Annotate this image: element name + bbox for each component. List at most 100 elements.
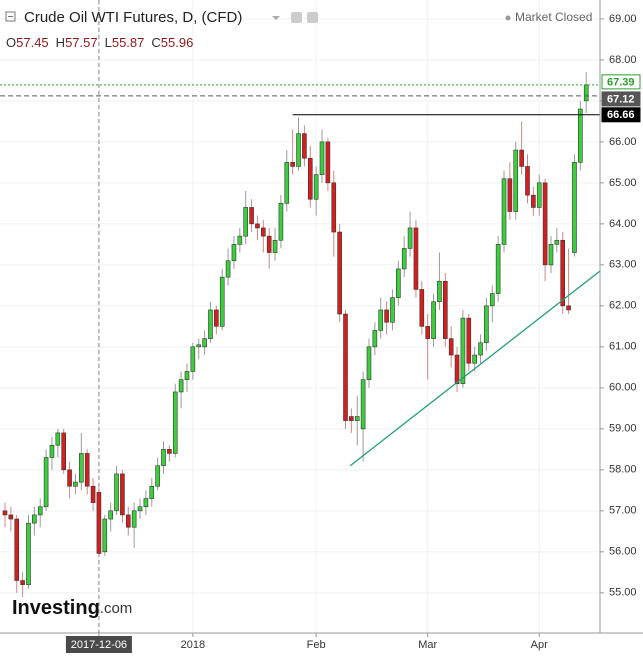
x-tick-label: Apr: [531, 639, 548, 651]
ohlc-value: 57.57: [65, 35, 98, 50]
candle-body: [319, 141, 325, 175]
candle-body: [172, 391, 178, 454]
candle-body: [143, 498, 149, 508]
candle-body: [466, 317, 472, 364]
candle-body: [184, 371, 190, 380]
logo: Investing.com: [12, 597, 132, 619]
candle-body: [49, 444, 55, 458]
x-tick-label: Mar: [418, 639, 437, 651]
candle-body: [542, 182, 548, 266]
candle-body: [572, 162, 577, 253]
y-tick-label: 59.00: [609, 423, 637, 435]
candle-body: [378, 309, 384, 331]
candle-body: [37, 506, 43, 516]
x-tick-label: 2017-12-06: [71, 639, 127, 651]
candle-body: [190, 346, 196, 372]
candle-body: [343, 313, 348, 421]
candle-body: [360, 379, 366, 430]
candle-body: [114, 473, 119, 512]
collapse-icon[interactable]: [5, 11, 16, 22]
candle-body: [331, 182, 337, 233]
candle-body: [125, 514, 131, 528]
ohlc-key: H: [56, 35, 65, 50]
candle-body: [161, 449, 166, 467]
candle-body: [120, 473, 125, 516]
ohlc-value: 55.87: [112, 35, 145, 50]
candle-body: [43, 457, 49, 508]
logo-name-text: Investing: [12, 597, 100, 619]
overlay: 55.00 56.00 57.00 58.00 59.00 60.00 61.00 62.00…: [0, 13, 641, 653]
candle-body: [349, 416, 354, 421]
candle-body: [501, 178, 507, 245]
settings-icon[interactable]: [307, 12, 318, 23]
candle-body: [26, 522, 31, 585]
candle-body: [32, 514, 37, 524]
x-tick-label: Feb: [307, 639, 326, 651]
candle-body: [61, 432, 66, 471]
candle-body: [208, 309, 213, 339]
y-tick-label: 60.00: [609, 382, 637, 394]
candle-body: [372, 330, 378, 348]
candle-body: [437, 280, 442, 303]
price-label-box: [601, 91, 641, 107]
candle-body: [20, 580, 25, 585]
candle-body: [366, 346, 372, 380]
candle-body: [566, 305, 571, 311]
candle-body: [284, 162, 290, 204]
candle-body: [219, 276, 225, 327]
candle-body: [266, 235, 272, 253]
candle-body: [243, 207, 248, 237]
candle-body: [296, 133, 301, 167]
candle-body: [484, 305, 489, 344]
candle-body: [396, 268, 401, 298]
price-label-box: [601, 107, 641, 123]
candle-body: [390, 297, 395, 323]
candle-body: [495, 244, 501, 294]
candle-body: [489, 293, 495, 307]
candle-body: [554, 239, 560, 245]
candle-body: [249, 207, 254, 225]
y-tick-label: 56.00: [609, 546, 637, 558]
candle-body: [131, 510, 137, 528]
candle-body: [513, 149, 519, 212]
grid: [0, 0, 600, 633]
candle-body: [8, 514, 14, 520]
y-tick-label: 62.00: [609, 300, 637, 312]
candle-body: [149, 485, 155, 499]
candle-body: [137, 506, 143, 512]
candle-body: [560, 239, 566, 307]
candle-body: [55, 432, 61, 446]
ohlc-value: 55.96: [161, 35, 194, 50]
y-tick-label: 57.00: [609, 505, 637, 517]
candle-body: [507, 178, 513, 212]
candle-body: [96, 492, 102, 554]
candle-body: [196, 344, 202, 348]
y-tick-label: 58.00: [609, 464, 637, 476]
candle-body: [448, 338, 454, 356]
x-tick-highlight: [65, 636, 132, 653]
logo-suffix: .com: [100, 600, 133, 617]
candle-body: [407, 227, 413, 249]
x-tick-label: 2018: [181, 639, 205, 651]
candle-body: [536, 182, 542, 208]
chart-title: Crude Oil WTI Futures, D, (CFD): [24, 9, 242, 26]
y-tick-label: 55.00: [609, 587, 637, 599]
candle-body: [519, 149, 524, 167]
status-dot: [505, 15, 511, 21]
candle-body: [108, 510, 113, 520]
candle-body: [79, 453, 84, 483]
ohlc-legend: O57.45 H57.57 L55.87 C55.96: [6, 35, 193, 50]
y-tick-label: 65.00: [609, 177, 637, 189]
dropdown-icon[interactable]: [272, 16, 280, 20]
candle-body: [443, 280, 448, 339]
trendline: [349, 270, 601, 467]
price-label: 67.39: [607, 76, 635, 88]
candle-body: [472, 354, 477, 364]
candle-body: [478, 342, 483, 356]
visibility-icon[interactable]: [291, 12, 302, 23]
candle-body: [384, 309, 389, 323]
candle-body: [167, 449, 172, 454]
candle-body: [231, 244, 237, 262]
